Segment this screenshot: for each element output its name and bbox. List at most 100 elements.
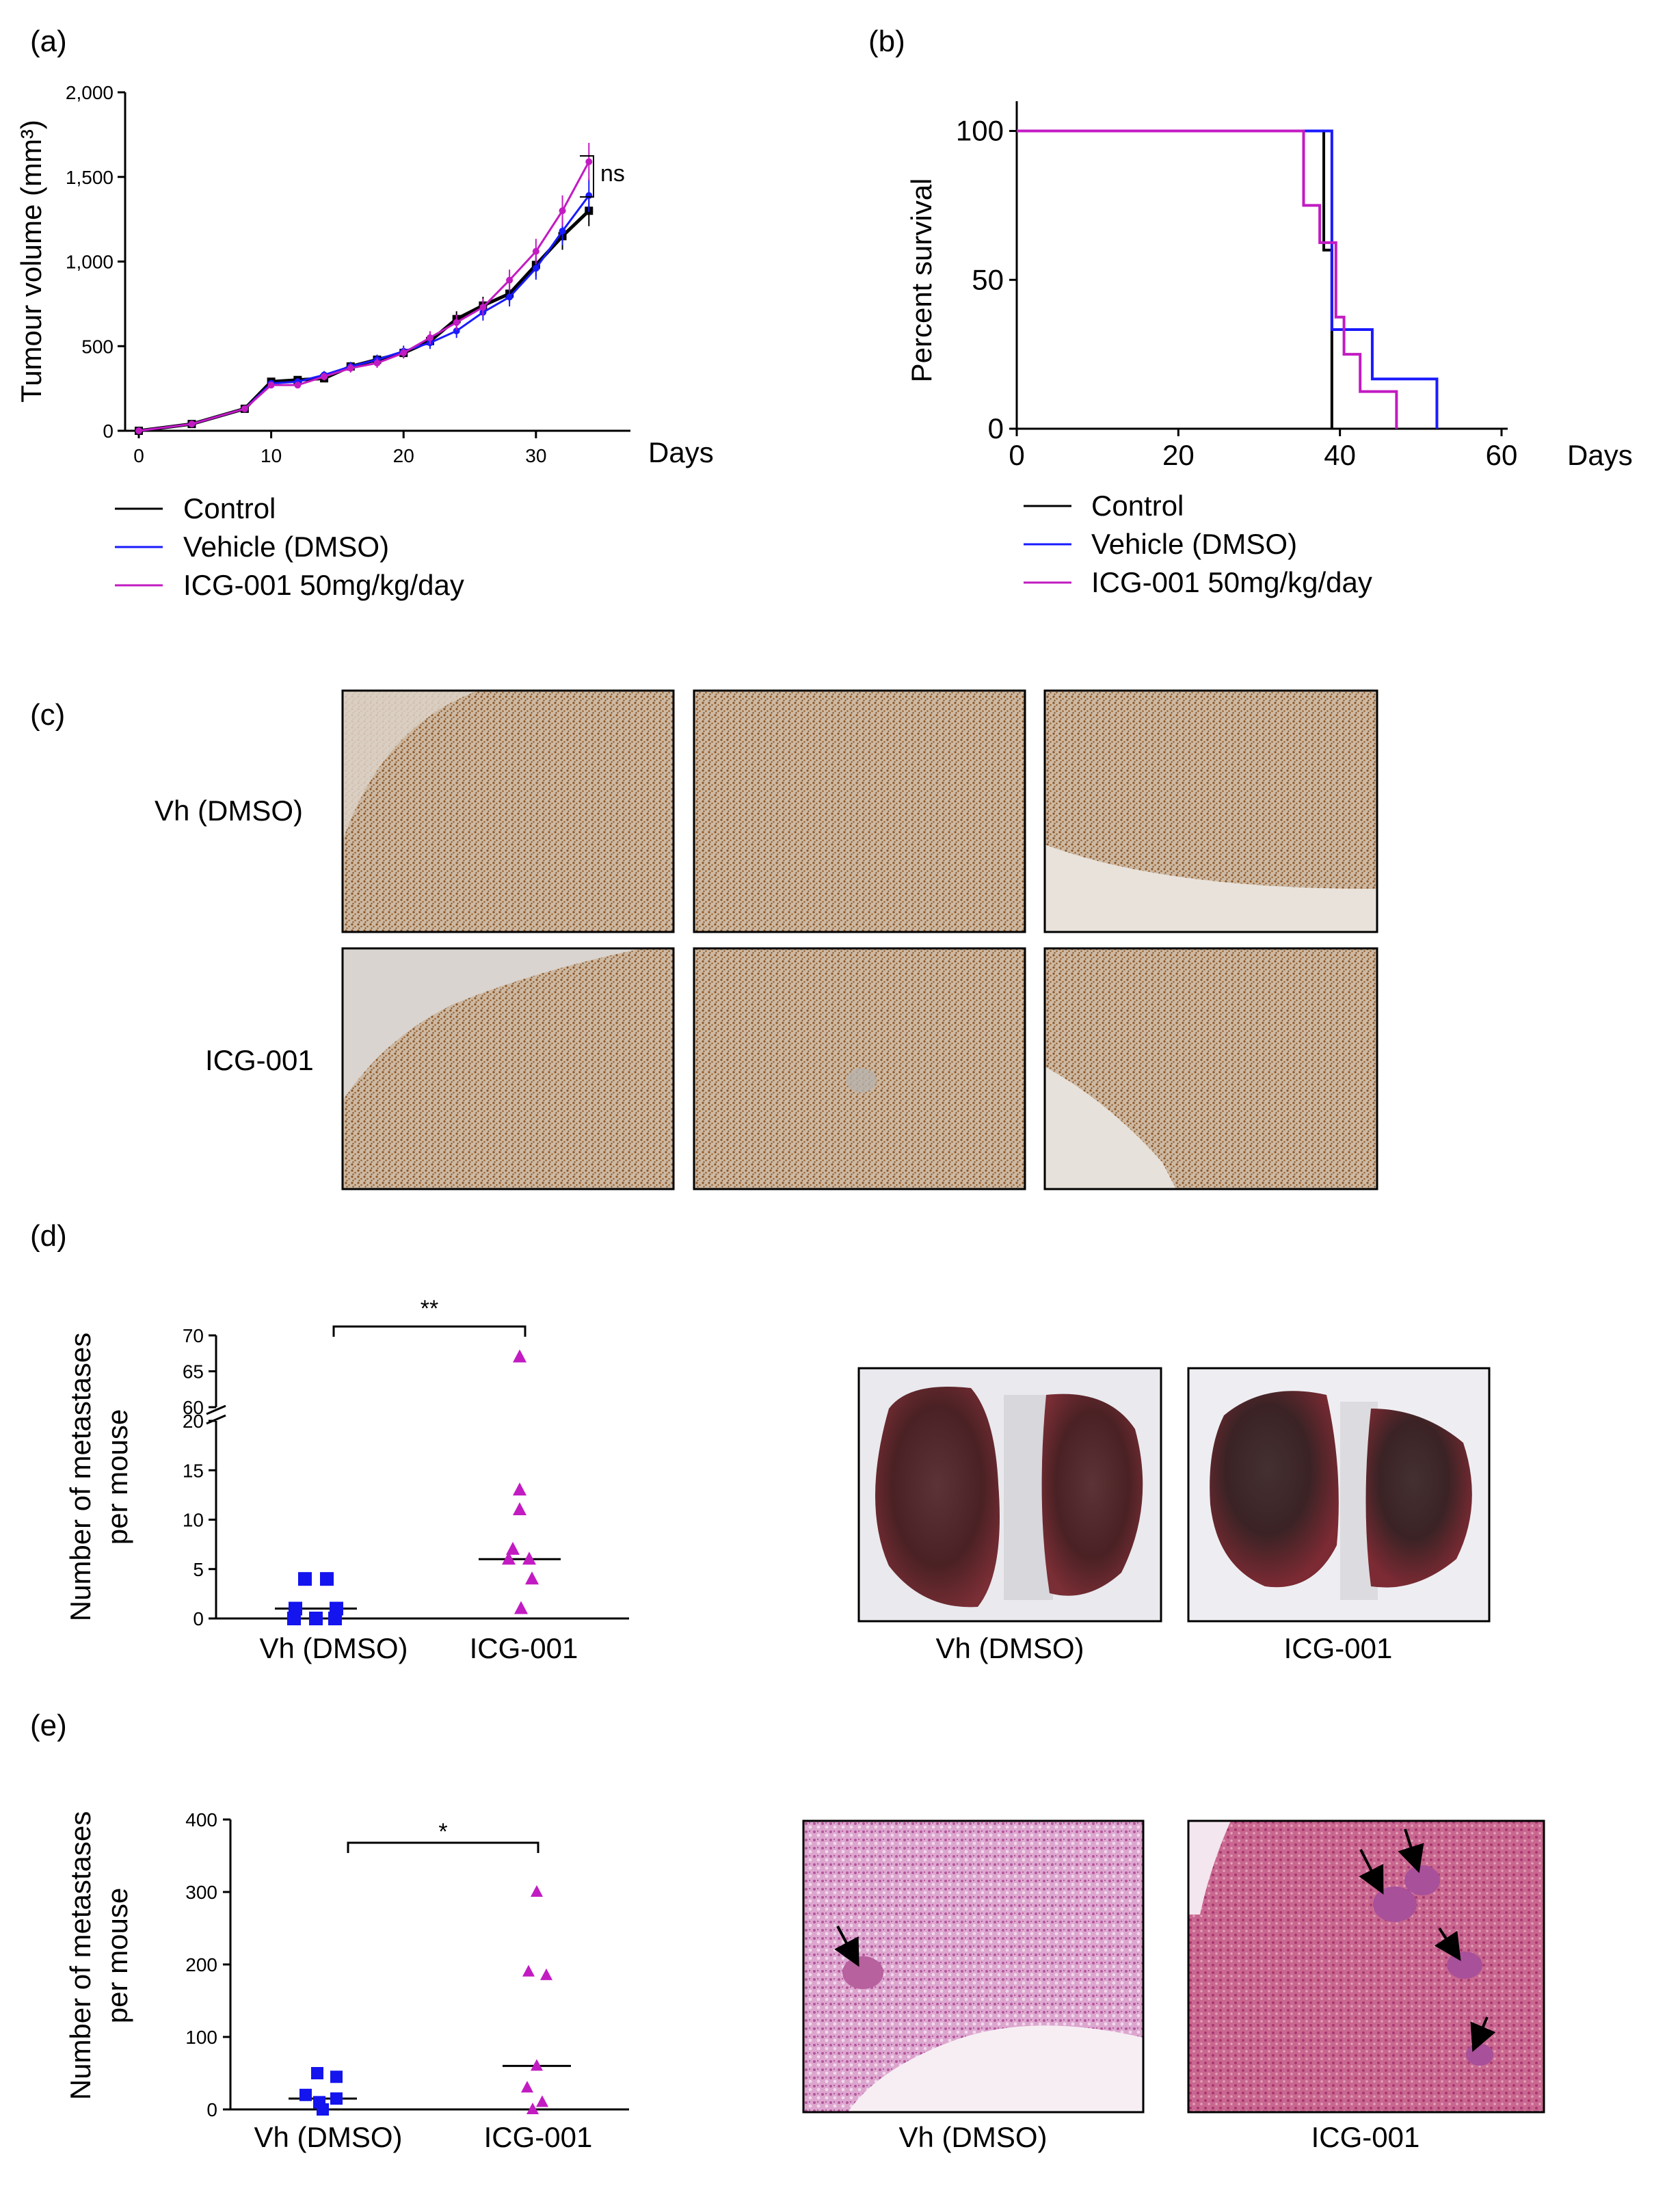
chart-a-xtick-label: 10 bbox=[261, 445, 282, 466]
chart-a-point bbox=[294, 382, 302, 389]
chart-d-point-icg bbox=[513, 1349, 526, 1363]
chart-d-point-icg bbox=[514, 1601, 528, 1614]
chart-e-point-icg bbox=[540, 1968, 552, 1980]
arrow-icon bbox=[834, 1925, 859, 1967]
chart-e-category-vh: Vh (DMSO) bbox=[254, 2121, 402, 2153]
chart-a-point bbox=[347, 364, 354, 372]
chart-b-ylabel: Percent survival bbox=[905, 178, 937, 383]
chart-e-point-icg bbox=[521, 2081, 533, 2093]
chart-d-ytick-label: 60 bbox=[183, 1397, 204, 1418]
chart-d-ytick-label: 20 bbox=[183, 1411, 204, 1432]
chart-e-point-icg bbox=[536, 2095, 548, 2107]
chart-a-point bbox=[532, 248, 539, 255]
metastasis-nodule bbox=[1404, 1865, 1440, 1895]
arrow-icon bbox=[1434, 1927, 1461, 1962]
ihc-image-icg-3 bbox=[1043, 947, 1378, 1190]
chart-e-ytick-label: 400 bbox=[185, 1809, 217, 1830]
chart-d-point-vh bbox=[328, 1612, 342, 1625]
chart-a-point bbox=[585, 158, 593, 165]
chart-b-ytick-label: 100 bbox=[956, 115, 1004, 147]
chart-a-series-line bbox=[138, 161, 590, 432]
chart-a-point bbox=[479, 304, 487, 311]
chart-d-ytick-label: 0 bbox=[193, 1608, 204, 1629]
chart-a-point bbox=[426, 334, 434, 341]
panel-label-a: (a) bbox=[30, 25, 67, 58]
chart-e-metastases: 0 100 200 300 400 * Vh (DMSO) ICG-001 Number… bbox=[64, 1809, 629, 2153]
metastasis-nodule bbox=[842, 1956, 883, 1989]
chart-b-xlabel: Days bbox=[1567, 439, 1633, 471]
chart-e-ytick-label: 300 bbox=[185, 1882, 217, 1903]
chart-a-ns-annotation: ns bbox=[600, 161, 625, 187]
he-image-icg bbox=[1187, 1820, 1545, 2114]
lung-photo-vh bbox=[857, 1367, 1162, 1623]
chart-a-point bbox=[135, 427, 142, 434]
chart-a-point bbox=[559, 227, 566, 235]
chart-a-point bbox=[241, 405, 248, 412]
chart-d-ytick-label: 10 bbox=[183, 1510, 204, 1531]
panel-d-lung-photos: Vh (DMSO) ICG-001 bbox=[857, 1367, 1491, 1664]
legend-b-icg: ICG-001 50mg/kg/day bbox=[1091, 566, 1372, 598]
chart-d-point-vh bbox=[298, 1572, 312, 1586]
chart-b-survival-curve bbox=[1017, 129, 1333, 429]
legend-b-control: Control bbox=[1091, 490, 1184, 522]
chart-d-ytick-label: 5 bbox=[193, 1559, 204, 1580]
chart-a-series-line bbox=[138, 209, 591, 433]
chart-d-point-icg bbox=[502, 1551, 516, 1565]
chart-d-ytick-label: 15 bbox=[183, 1460, 204, 1481]
chart-a-ytick-label: 1,000 bbox=[66, 252, 114, 273]
chart-a-ytick-label: 500 bbox=[81, 336, 114, 357]
chart-a-point bbox=[453, 327, 460, 334]
chart-a-xtick-label: 0 bbox=[133, 445, 144, 466]
chart-d-ylabel-line2: per mouse bbox=[101, 1409, 133, 1545]
panel-label-e: (e) bbox=[30, 1709, 67, 1742]
chart-e-point-vh bbox=[330, 2070, 343, 2083]
chart-e-ylabel-line2: per mouse bbox=[101, 1888, 133, 2023]
chart-a-xtick-label: 30 bbox=[525, 445, 546, 466]
chart-b-survival-curve bbox=[1017, 129, 1439, 429]
panel-label-c: (c) bbox=[30, 698, 65, 732]
chart-a-ylabel: Tumour volume (mm³) bbox=[15, 120, 47, 403]
panel-c-ihc-grid: Vh (DMSO) ICG-001 bbox=[155, 689, 1378, 1190]
arrow-icon bbox=[1398, 1828, 1424, 1874]
chart-d-category-icg: ICG-001 bbox=[470, 1632, 578, 1664]
legend-a-vehicle: Vehicle (DMSO) bbox=[183, 531, 389, 563]
chart-b-survival-curve bbox=[1017, 129, 1398, 429]
chart-e-point-vh bbox=[330, 2092, 343, 2105]
chart-e-point-icg bbox=[531, 2059, 543, 2071]
chart-a-point bbox=[453, 319, 460, 326]
chart-d-ytick-label: 65 bbox=[183, 1361, 204, 1383]
arrow-icon bbox=[1359, 1849, 1384, 1895]
chart-a-point bbox=[506, 276, 514, 284]
chart-a-xtick-label: 20 bbox=[393, 445, 414, 466]
chart-e-category-icg: ICG-001 bbox=[484, 2121, 593, 2153]
panel-label-d: (d) bbox=[30, 1219, 67, 1253]
chart-d-point-icg bbox=[506, 1541, 520, 1555]
chart-d-point-icg bbox=[513, 1502, 526, 1516]
chart-b-ytick-label: 0 bbox=[988, 412, 1004, 444]
ihc-image-icg-1 bbox=[341, 947, 675, 1190]
panel-e-histology: Vh (DMSO) ICG-001 bbox=[802, 1820, 1545, 2153]
chart-b-xtick-label: 0 bbox=[1009, 439, 1024, 471]
chart-d-ylabel-line1: Number of metastases bbox=[64, 1333, 96, 1622]
legend-b-vehicle: Vehicle (DMSO) bbox=[1091, 528, 1297, 560]
arrow-icon bbox=[1470, 2016, 1496, 2053]
chart-a-point bbox=[267, 382, 275, 389]
chart-a-point bbox=[506, 293, 514, 301]
chart-a-ytick-label: 0 bbox=[103, 421, 114, 442]
chart-e-point-icg bbox=[526, 2103, 539, 2114]
chart-e-ytick-label: 0 bbox=[206, 2099, 217, 2120]
chart-b-ytick-label: 50 bbox=[972, 263, 1004, 295]
chart-a-tumour-volume: 0 500 1,000 1,500 2,000 0 10 20 30 ns Days Tumo… bbox=[15, 82, 714, 601]
chart-b-xtick-label: 20 bbox=[1162, 439, 1195, 471]
chart-a-xlabel: Days bbox=[648, 436, 714, 468]
chart-d-ytick-label: 70 bbox=[183, 1325, 204, 1346]
chart-a-point bbox=[373, 360, 381, 366]
panel-c-row-label-icg: ICG-001 bbox=[205, 1044, 314, 1076]
chart-e-ytick-label: 100 bbox=[185, 2027, 217, 2048]
chart-d-category-vh: Vh (DMSO) bbox=[259, 1632, 408, 1664]
chart-a-point bbox=[532, 265, 539, 272]
ihc-image-vh-2 bbox=[693, 689, 1026, 933]
chart-d-point-icg bbox=[513, 1482, 526, 1496]
chart-b-survival: 0 50 100 0 20 40 60 Days Percent survival Con… bbox=[905, 101, 1633, 598]
